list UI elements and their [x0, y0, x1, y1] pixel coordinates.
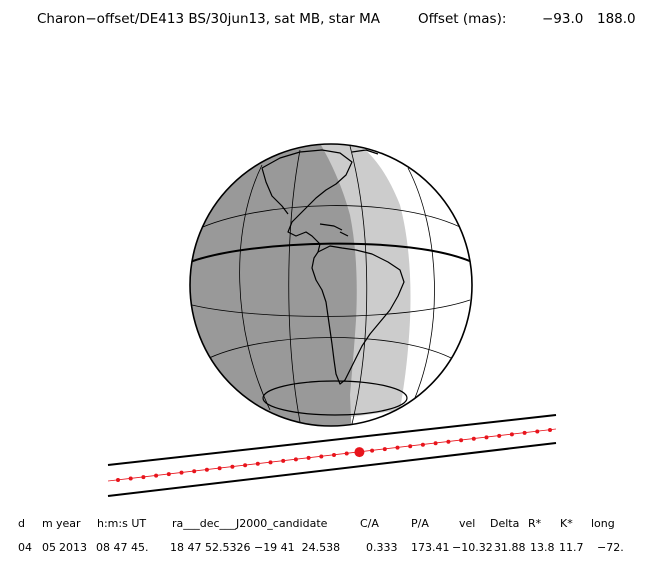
offset-label: Offset (mas):	[418, 11, 507, 27]
col-delta: Delta	[490, 517, 520, 530]
val-ca: 0.333	[366, 541, 398, 554]
track-dot	[306, 455, 311, 460]
track-dot	[446, 439, 451, 444]
coastlines	[261, 149, 405, 385]
track-dot	[179, 470, 184, 475]
col-vel: vel	[459, 517, 476, 530]
antarctica	[262, 380, 408, 416]
col-hms: h:m:s UT	[97, 517, 147, 530]
track-dot	[281, 458, 286, 463]
track-dot	[497, 433, 502, 438]
track-dot	[154, 473, 159, 478]
track-dot	[395, 445, 400, 450]
table-row: 04 05 2013 08 47 45. 18 47 52.5326 −19 4…	[0, 541, 649, 557]
col-long: long	[591, 517, 615, 530]
track-dot	[344, 451, 349, 456]
col-radec: ra___dec___J2000_candidate	[172, 517, 328, 530]
col-year: year	[56, 517, 81, 530]
track-dot	[548, 428, 552, 432]
col-pa: P/A	[411, 517, 429, 530]
val-delta: 31.88	[494, 541, 526, 554]
track-dot	[166, 472, 171, 477]
track-dot	[408, 444, 413, 449]
val-radec: 18 47 52.5326 −19 41 24.538	[170, 541, 341, 554]
col-rstar: R*	[528, 517, 542, 530]
table-header: d m year h:m:s UT ra___dec___J2000_candi…	[0, 517, 649, 533]
track-dot	[116, 478, 120, 482]
val-d: 04	[18, 541, 32, 554]
offset-x-value: −93.0	[542, 11, 584, 27]
equator	[190, 242, 472, 263]
globe	[190, 144, 472, 426]
graticule	[191, 145, 471, 425]
col-kstar: K*	[560, 517, 573, 530]
val-hms: 08 47 45.	[96, 541, 149, 554]
val-kstar: 11.7	[559, 541, 584, 554]
track-dot	[509, 432, 514, 437]
track-dot	[319, 454, 324, 459]
globe-outline	[189, 143, 473, 427]
track-dot	[268, 460, 273, 465]
val-year: 2013	[59, 541, 87, 554]
shadow-edge-north	[107, 414, 557, 466]
track-dot	[243, 463, 248, 468]
track-dot	[433, 441, 438, 446]
col-m: m	[42, 517, 53, 530]
track-dot	[370, 448, 375, 453]
offset-y-value: 188.0	[597, 11, 636, 27]
track-dot	[382, 447, 387, 452]
closest-approach-dot	[354, 447, 365, 458]
track-dot	[332, 453, 336, 457]
track-dot	[471, 436, 476, 441]
track-dot	[420, 442, 425, 447]
track-dot	[230, 464, 235, 469]
track-dot	[459, 438, 464, 443]
track-dot	[128, 476, 133, 481]
title-bar: Charon−offset/DE413 BS/30jun13, sat MB, …	[0, 11, 649, 31]
track-dot	[204, 467, 209, 472]
col-d: d	[18, 517, 25, 530]
col-ca: C/A	[360, 517, 379, 530]
shadow-edge-south	[107, 442, 557, 497]
track-dot	[522, 430, 527, 435]
track-dot	[141, 475, 146, 480]
val-rstar: 13.8	[530, 541, 555, 554]
val-vel: −10.32	[452, 541, 493, 554]
val-pa: 173.41	[411, 541, 450, 554]
track-dot	[217, 466, 222, 471]
track-dots	[116, 428, 552, 482]
page-title: Charon−offset/DE413 BS/30jun13, sat MB, …	[37, 11, 381, 27]
track-dot	[255, 461, 260, 466]
track-dot	[535, 429, 540, 434]
val-long: −72.	[597, 541, 624, 554]
track-dot	[192, 469, 197, 474]
night-shadow	[190, 144, 357, 426]
track-dot	[293, 457, 298, 462]
track-dot	[484, 435, 489, 440]
val-m: 05	[42, 541, 56, 554]
